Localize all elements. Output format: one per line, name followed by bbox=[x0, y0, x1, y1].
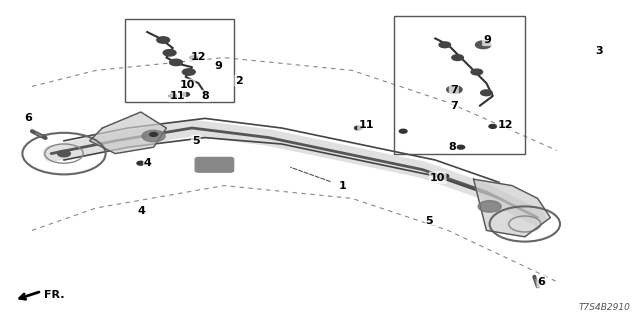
Text: 12: 12 bbox=[498, 120, 513, 130]
Text: T7S4B2910: T7S4B2910 bbox=[579, 303, 630, 312]
Circle shape bbox=[439, 42, 451, 48]
Circle shape bbox=[476, 41, 491, 49]
Text: 9: 9 bbox=[483, 35, 491, 45]
Circle shape bbox=[447, 86, 462, 93]
Circle shape bbox=[441, 174, 449, 178]
Circle shape bbox=[182, 69, 195, 75]
Text: 8: 8 bbox=[448, 142, 456, 152]
Circle shape bbox=[170, 59, 182, 66]
Circle shape bbox=[182, 92, 189, 96]
Text: 4: 4 bbox=[138, 206, 145, 216]
Text: 1: 1 bbox=[339, 180, 346, 191]
Circle shape bbox=[471, 69, 483, 75]
Text: FR.: FR. bbox=[44, 290, 64, 300]
Circle shape bbox=[169, 94, 177, 98]
Circle shape bbox=[481, 90, 492, 96]
Circle shape bbox=[190, 56, 198, 60]
Bar bbox=[394, 16, 525, 154]
Polygon shape bbox=[474, 179, 550, 237]
Circle shape bbox=[489, 124, 497, 128]
Text: 10: 10 bbox=[179, 80, 195, 90]
Circle shape bbox=[355, 126, 362, 130]
Text: 11: 11 bbox=[170, 91, 185, 101]
Circle shape bbox=[478, 201, 501, 212]
Circle shape bbox=[137, 161, 145, 165]
Text: 2: 2 bbox=[236, 76, 243, 86]
Circle shape bbox=[142, 130, 165, 142]
Text: 11: 11 bbox=[358, 120, 374, 130]
Text: 8: 8 bbox=[202, 91, 209, 101]
Circle shape bbox=[399, 129, 407, 133]
Text: 3: 3 bbox=[595, 46, 603, 56]
Bar bbox=[125, 19, 234, 102]
Circle shape bbox=[150, 132, 157, 136]
Polygon shape bbox=[90, 112, 166, 154]
Text: 5: 5 bbox=[192, 136, 200, 146]
Text: 5: 5 bbox=[426, 216, 433, 226]
Circle shape bbox=[58, 150, 70, 157]
Text: 12: 12 bbox=[191, 52, 206, 62]
Text: 10: 10 bbox=[430, 172, 445, 183]
Circle shape bbox=[157, 37, 170, 43]
Text: 7: 7 bbox=[450, 84, 458, 95]
Text: 6: 6 bbox=[24, 113, 32, 124]
Circle shape bbox=[452, 55, 463, 60]
Circle shape bbox=[163, 50, 176, 56]
Text: 6: 6 bbox=[538, 276, 545, 287]
Text: 9: 9 bbox=[214, 60, 222, 71]
FancyBboxPatch shape bbox=[195, 157, 234, 172]
Text: 7: 7 bbox=[450, 100, 458, 111]
Text: 4: 4 bbox=[144, 158, 152, 168]
Circle shape bbox=[457, 145, 465, 149]
